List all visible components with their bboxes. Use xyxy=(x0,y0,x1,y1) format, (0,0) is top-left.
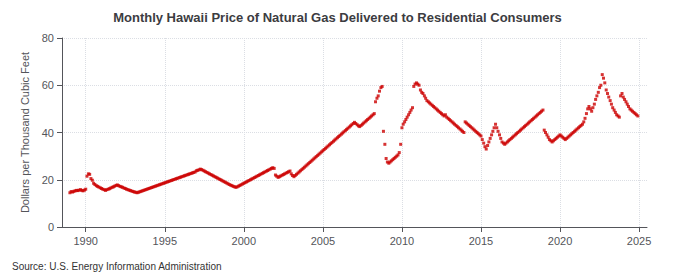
svg-text:Dollars per Thousand Cubic Fee: Dollars per Thousand Cubic Feet xyxy=(19,52,31,213)
svg-text:Monthly Hawaii Price of Natura: Monthly Hawaii Price of Natural Gas Deli… xyxy=(113,10,562,25)
svg-text:0: 0 xyxy=(48,221,54,233)
svg-text:2020: 2020 xyxy=(548,235,572,247)
svg-text:20: 20 xyxy=(42,174,54,186)
svg-text:1990: 1990 xyxy=(73,235,97,247)
svg-text:80: 80 xyxy=(42,32,54,44)
svg-text:2005: 2005 xyxy=(311,235,335,247)
svg-text:2015: 2015 xyxy=(469,235,493,247)
svg-text:40: 40 xyxy=(42,127,54,139)
svg-text:2010: 2010 xyxy=(390,235,414,247)
svg-text:1995: 1995 xyxy=(153,235,177,247)
svg-text:2000: 2000 xyxy=(232,235,256,247)
svg-text:Source: U.S. Energy Informatio: Source: U.S. Energy Information Administ… xyxy=(12,261,222,272)
svg-text:2025: 2025 xyxy=(627,235,651,247)
svg-text:60: 60 xyxy=(42,79,54,91)
